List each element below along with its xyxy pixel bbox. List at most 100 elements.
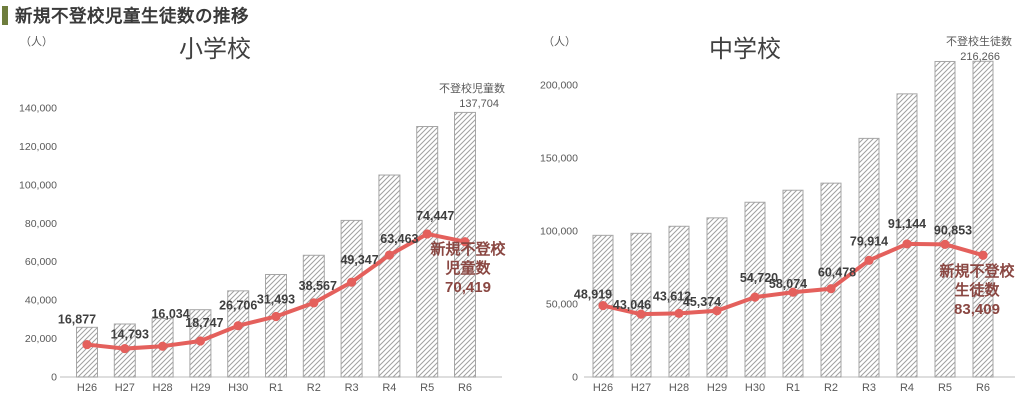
y-tick-label: 150,000 — [540, 153, 578, 165]
bar-H30 — [744, 201, 766, 378]
x-tick-R1: R1 — [786, 382, 800, 394]
data-label-H27: 43,046 — [613, 298, 651, 312]
trend-point-R2 — [826, 284, 836, 294]
y-tick-label: 50,000 — [546, 299, 578, 311]
trend-point-H27 — [636, 309, 646, 319]
trend-point-R1 — [271, 311, 281, 322]
bar-H27 — [630, 232, 652, 378]
chart-junior-high-school: 中学校 （人） 0 50,000 100,000 150,000 200,000 H26 H27… — [540, 34, 1015, 394]
unit-label: （人） — [543, 35, 576, 48]
x-tick-H28: H28 — [669, 382, 689, 394]
data-label-R2: 38,567 — [299, 279, 337, 293]
bar-R5 — [416, 126, 439, 378]
bar-R4 — [378, 174, 401, 378]
y-tick-label: 120,000 — [19, 141, 57, 153]
y-tick-label: 40,000 — [25, 295, 57, 307]
x-tick-R2: R2 — [824, 382, 838, 394]
latest-annotation-line: 新規不登校 — [939, 262, 1015, 280]
x-tick-R3: R3 — [862, 382, 876, 394]
x-tick-H29: H29 — [190, 382, 210, 394]
data-label-H30: 26,706 — [219, 299, 257, 313]
page-header: 新規不登校児童生徒数の推移 — [2, 3, 249, 28]
trend-point-R6 — [460, 237, 470, 247]
trend-point-R1 — [788, 287, 798, 297]
y-tick-label: 80,000 — [25, 218, 57, 230]
latest-annotation-line: 70,419 — [445, 279, 491, 296]
x-tick-R2: R2 — [307, 382, 321, 394]
latest-annotation-line: 新規不登校 — [430, 240, 506, 258]
trend-point-H28 — [674, 308, 684, 318]
x-tick-R5: R5 — [938, 382, 952, 394]
x-tick-H26: H26 — [593, 382, 613, 394]
title-accent-bar — [2, 6, 8, 25]
x-tick-H30: H30 — [228, 382, 248, 394]
bar-R5 — [934, 60, 956, 378]
trend-point-H30 — [750, 292, 760, 302]
trend-point-R2 — [309, 298, 319, 308]
trend-point-H27 — [120, 343, 130, 354]
bar-R2 — [302, 254, 325, 378]
x-tick-H27: H27 — [631, 382, 651, 394]
data-label-H30: 54,720 — [740, 271, 778, 285]
chart-title: 小学校 — [179, 36, 251, 63]
bar-H26 — [76, 326, 98, 378]
bar-R2 — [820, 182, 842, 378]
page-title: 新規不登校児童生徒数の推移 — [15, 6, 249, 26]
data-label-H29: 18,747 — [185, 316, 223, 330]
trend-point-R3 — [347, 277, 357, 287]
trend-point-R3 — [864, 255, 874, 265]
trend-point-R5 — [422, 229, 432, 239]
trend-point-R6 — [978, 250, 988, 260]
data-label-R4: 63,463 — [380, 232, 418, 246]
data-label-R3: 49,347 — [340, 253, 378, 267]
trend-point-R4 — [384, 250, 394, 260]
trend-point-H28 — [158, 341, 168, 351]
latest-annotation-line: 83,409 — [954, 301, 1000, 318]
data-label-H26: 16,877 — [58, 313, 96, 327]
trend-point-H29 — [712, 306, 722, 316]
x-tick-R5: R5 — [420, 382, 434, 394]
latest-annotation-line: 児童数 — [444, 259, 491, 277]
trend-point-H29 — [195, 336, 205, 346]
data-label-H29: 45,374 — [683, 295, 721, 309]
x-tick-R6: R6 — [458, 382, 472, 394]
trend-point-R4 — [902, 239, 912, 249]
data-label-R5: 90,853 — [934, 223, 972, 237]
latest-annotation-line: 生徒数 — [954, 281, 1000, 299]
data-label-R1: 31,493 — [257, 292, 295, 306]
total-annotation-line: 216,266 — [960, 51, 1000, 63]
x-tick-R4: R4 — [900, 382, 914, 394]
chart-elementary-school: 小学校 （人） 0 20,000 40,000 60,000 80,000 100,000 12… — [19, 35, 506, 394]
bar-H28 — [668, 225, 690, 378]
unit-label: （人） — [20, 35, 53, 48]
total-annotation-line: 137,704 — [459, 98, 499, 110]
data-label-H26: 48,919 — [574, 288, 612, 302]
data-label-R5: 74,447 — [416, 209, 454, 223]
y-tick-label: 0 — [572, 372, 578, 384]
trend-point-H26 — [598, 300, 608, 311]
y-tick-label: 60,000 — [25, 256, 57, 268]
bar-R1 — [265, 273, 287, 378]
y-tick-label: 20,000 — [25, 333, 57, 345]
y-tick-label: 100,000 — [540, 226, 578, 238]
y-tick-label: 140,000 — [19, 103, 57, 115]
data-label-R2: 60,478 — [818, 266, 856, 280]
data-label-H27: 14,793 — [111, 328, 149, 342]
bar-R1 — [782, 189, 804, 378]
x-tick-H28: H28 — [153, 382, 173, 394]
x-tick-H30: H30 — [745, 382, 765, 394]
x-tick-H29: H29 — [707, 382, 727, 394]
trend-point-R5 — [940, 239, 950, 249]
bar-R3 — [340, 219, 363, 378]
data-label-R3: 79,914 — [850, 234, 888, 248]
x-tick-R4: R4 — [382, 382, 396, 394]
bar-R4 — [896, 93, 918, 378]
y-tick-label: 0 — [51, 372, 57, 384]
trend-point-H30 — [233, 321, 243, 331]
y-tick-label: 100,000 — [19, 179, 57, 191]
x-tick-H27: H27 — [115, 382, 135, 394]
trend-point-H26 — [82, 339, 92, 350]
bar-H29 — [706, 217, 728, 378]
x-tick-R1: R1 — [269, 382, 283, 394]
total-annotation-line: 不登校児童数 — [439, 81, 505, 95]
